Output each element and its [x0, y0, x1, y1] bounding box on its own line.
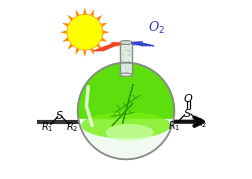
Polygon shape	[75, 9, 80, 16]
Circle shape	[122, 54, 123, 55]
Polygon shape	[112, 103, 133, 126]
Circle shape	[125, 72, 126, 73]
Text: $O$: $O$	[183, 92, 194, 105]
Circle shape	[125, 67, 126, 68]
Text: $S$: $S$	[55, 108, 64, 121]
Circle shape	[126, 71, 127, 72]
Circle shape	[124, 65, 125, 66]
Circle shape	[122, 54, 123, 55]
Circle shape	[128, 51, 129, 52]
Polygon shape	[62, 38, 69, 42]
Polygon shape	[67, 15, 73, 21]
Polygon shape	[83, 8, 87, 14]
Ellipse shape	[120, 41, 132, 45]
Circle shape	[128, 63, 129, 64]
Polygon shape	[122, 84, 133, 124]
Text: $R_2$: $R_2$	[66, 120, 78, 134]
Polygon shape	[97, 44, 102, 50]
Circle shape	[127, 50, 128, 51]
Polygon shape	[90, 48, 94, 55]
Text: $R_1$: $R_1$	[41, 120, 53, 134]
Circle shape	[125, 68, 126, 69]
Circle shape	[129, 68, 130, 69]
Circle shape	[128, 69, 129, 70]
Circle shape	[129, 53, 130, 54]
Text: $R_1$: $R_1$	[168, 119, 180, 133]
Circle shape	[121, 60, 122, 61]
Circle shape	[122, 73, 123, 74]
Circle shape	[129, 50, 130, 51]
Text: O$_2$: O$_2$	[148, 20, 165, 36]
Polygon shape	[62, 23, 69, 27]
Text: $R_2$: $R_2$	[195, 117, 207, 130]
Polygon shape	[101, 38, 108, 42]
Circle shape	[123, 63, 125, 64]
Circle shape	[121, 60, 122, 61]
Text: $S$: $S$	[183, 107, 192, 119]
Ellipse shape	[120, 73, 132, 76]
FancyBboxPatch shape	[120, 43, 132, 75]
Ellipse shape	[81, 112, 171, 139]
Polygon shape	[97, 15, 102, 21]
Polygon shape	[90, 9, 94, 16]
Polygon shape	[67, 44, 73, 50]
Circle shape	[128, 46, 129, 47]
Polygon shape	[60, 30, 67, 34]
Polygon shape	[101, 23, 108, 27]
Circle shape	[128, 51, 129, 52]
Circle shape	[129, 55, 130, 56]
Circle shape	[78, 63, 174, 159]
Polygon shape	[103, 30, 110, 34]
Circle shape	[124, 47, 125, 48]
Polygon shape	[83, 50, 87, 57]
Circle shape	[129, 54, 130, 55]
Circle shape	[121, 45, 122, 46]
Polygon shape	[75, 48, 80, 55]
Circle shape	[125, 49, 126, 50]
Circle shape	[67, 14, 103, 50]
Polygon shape	[78, 63, 174, 118]
Circle shape	[131, 48, 132, 49]
Circle shape	[128, 64, 129, 66]
Circle shape	[129, 61, 130, 62]
Ellipse shape	[105, 124, 154, 141]
